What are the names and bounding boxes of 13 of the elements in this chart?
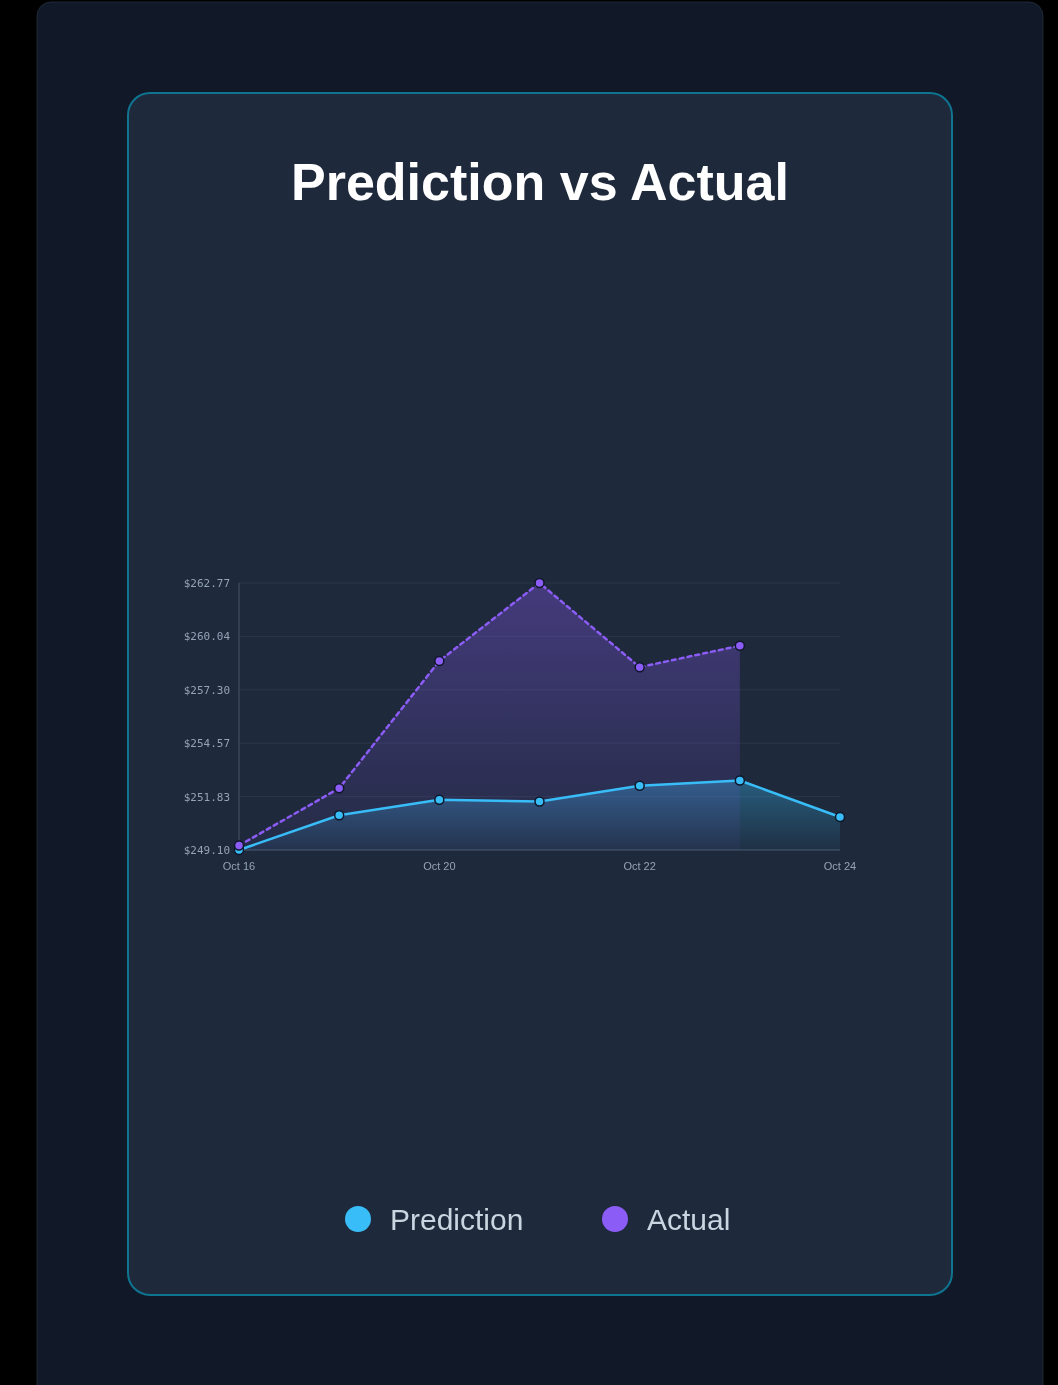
y-tick-label: $249.10	[183, 843, 230, 857]
y-tick-label: $251.83	[183, 790, 230, 804]
legend-label: Actual	[647, 1202, 731, 1236]
legend-label: Prediction	[390, 1202, 524, 1236]
x-tick-label: Oct 16	[222, 860, 256, 872]
y-tick-label: $254.57	[183, 737, 230, 751]
x-tick-label: Oct 20	[423, 860, 456, 872]
x-tick-label: Oct 22	[623, 860, 656, 872]
y-tick-label: $262.77	[183, 576, 230, 590]
y-tick-label: $260.04	[183, 630, 231, 644]
chart-title: Prediction vs Actual	[291, 153, 789, 211]
y-tick-label: $257.30	[183, 683, 230, 697]
x-tick-label: Oct 24	[823, 860, 857, 872]
